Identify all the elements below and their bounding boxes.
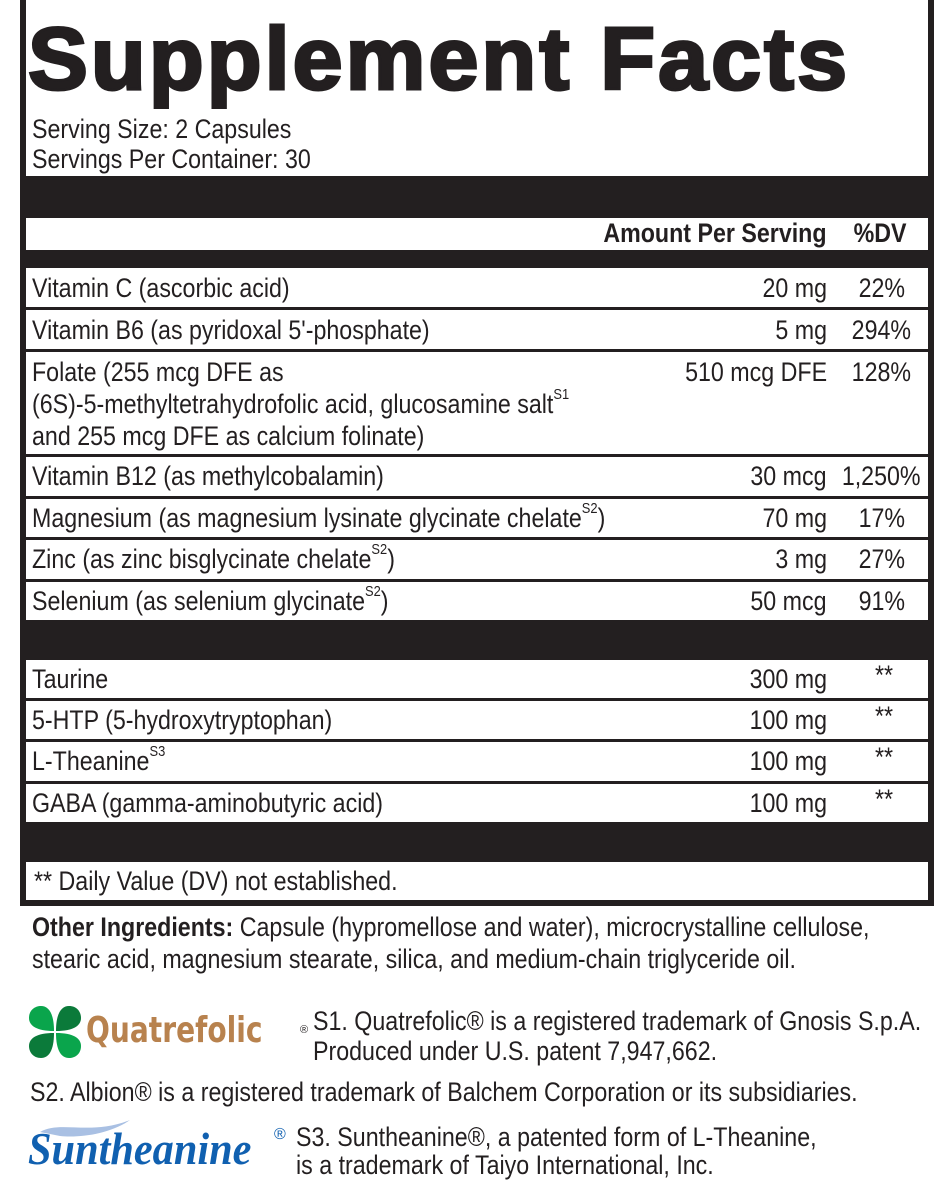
section-divider — [26, 620, 928, 660]
ingredient-dv: ** — [874, 742, 893, 772]
footnote-ref: S1 — [553, 386, 570, 403]
row-divider — [26, 537, 928, 540]
thick-divider — [26, 176, 928, 218]
s3-note: S3. Suntheanine®, a patented form of L-T… — [296, 1122, 817, 1152]
ingredient-name: Vitamin B12 (as methylcobalamin) — [32, 461, 384, 491]
ingredient-dv: ** — [874, 701, 893, 731]
ingredient-name: Vitamin C (ascorbic acid) — [32, 273, 290, 303]
row-divider — [26, 307, 928, 310]
ingredient-name: GABA (gamma-aminobutyric acid) — [32, 788, 384, 818]
paren: ) — [597, 503, 606, 533]
suntheanine-logo: Suntheanine — [28, 1123, 252, 1174]
suntheanine-wave-icon — [40, 1120, 130, 1137]
ingredient-name: (6S)-5-methyltetrahydrofolic acid, gluco… — [32, 389, 554, 419]
row-divider — [26, 698, 928, 701]
clover-logo-icon — [29, 1006, 81, 1058]
ingredient-name: L-Theanine — [32, 746, 150, 776]
ingredient-dv: ** — [874, 660, 893, 690]
bottom-divider — [26, 822, 928, 862]
ingredient-amount: 100 mg — [749, 746, 827, 776]
s1-patent: Produced under U.S. patent 7,947,662. — [313, 1036, 718, 1066]
dv-footnote: ** Daily Value (DV) not established. — [34, 866, 398, 896]
footnote-ref: S2 — [581, 500, 598, 517]
footnote-ref: S3 — [149, 743, 166, 760]
ingredient-amount: 5 mg — [775, 315, 827, 345]
ingredient-dv: 1,250% — [842, 461, 921, 491]
ingredient-name: Zinc (as zinc bisglycinate chelate — [32, 544, 372, 574]
ingredient-amount: 3 mg — [775, 544, 827, 574]
row-divider — [26, 579, 928, 582]
ingredient-dv: 22% — [858, 273, 905, 303]
other-ingredients-label: Other Ingredients: — [32, 912, 234, 942]
row-divider — [26, 739, 928, 742]
ingredient-name: and 255 mcg DFE as calcium folinate) — [32, 421, 425, 451]
ingredient-name: Folate (255 mcg DFE as — [32, 357, 284, 387]
other-ingredients-text: Capsule (hypromellose and water), microc… — [233, 912, 870, 942]
paren: ) — [380, 586, 389, 616]
quatrefolic-logo: Quatrefolic — [86, 1010, 263, 1051]
header-divider — [26, 250, 928, 268]
ingredient-dv: 91% — [858, 586, 905, 616]
other-ingredients-text-2: stearic acid, magnesium stearate, silica… — [32, 944, 797, 974]
row-divider — [26, 781, 928, 784]
registered-mark-icon: ® — [300, 1024, 309, 1036]
registered-mark-icon: ® — [274, 1126, 286, 1143]
paren: ) — [387, 544, 395, 574]
ingredient-amount: 100 mg — [749, 705, 827, 735]
ingredient-amount: 100 mg — [749, 788, 827, 818]
ingredient-name: Taurine — [32, 664, 109, 694]
panel-title: Supplement Facts — [26, 9, 851, 108]
ingredient-name: Selenium (as selenium glycinate — [32, 586, 365, 616]
ingredient-name: Vitamin B6 (as pyridoxal 5'-phosphate) — [32, 315, 430, 345]
supplement-facts-panel — [20, 0, 934, 906]
ingredient-amount: 70 mg — [762, 503, 827, 533]
header-dv: %DV — [854, 218, 907, 248]
ingredient-dv: ** — [874, 784, 893, 814]
row-divider — [26, 349, 928, 352]
s3-note-2: is a trademark of Taiyo International, I… — [296, 1150, 714, 1180]
ingredient-dv: 17% — [858, 503, 905, 533]
ingredient-amount: 50 mcg — [750, 586, 827, 616]
ingredient-amount: 20 mg — [762, 273, 827, 303]
ingredient-amount: 30 mcg — [750, 461, 827, 491]
ingredient-name: Magnesium (as magnesium lysinate glycina… — [32, 503, 582, 533]
row-divider — [26, 496, 928, 499]
ingredient-dv: 128% — [851, 357, 911, 387]
s2-note: S2. Albion® is a registered trademark of… — [30, 1077, 858, 1107]
ingredient-amount: 300 mg — [749, 664, 827, 694]
servings-per-container: Servings Per Container: 30 — [32, 144, 311, 174]
footnote-ref: S2 — [364, 583, 381, 600]
header-amount: Amount Per Serving — [603, 218, 827, 248]
ingredient-name: 5-HTP (5-hydroxytryptophan) — [32, 705, 333, 735]
ingredient-dv: 27% — [858, 544, 905, 574]
ingredient-amount: 510 mcg DFE — [685, 357, 827, 387]
s1-note: S1. Quatrefolic® is a registered tradema… — [313, 1006, 922, 1036]
footnote-ref: S2 — [371, 541, 388, 558]
row-divider — [26, 454, 928, 457]
serving-size: Serving Size: 2 Capsules — [32, 114, 292, 144]
ingredient-dv: 294% — [851, 315, 911, 345]
